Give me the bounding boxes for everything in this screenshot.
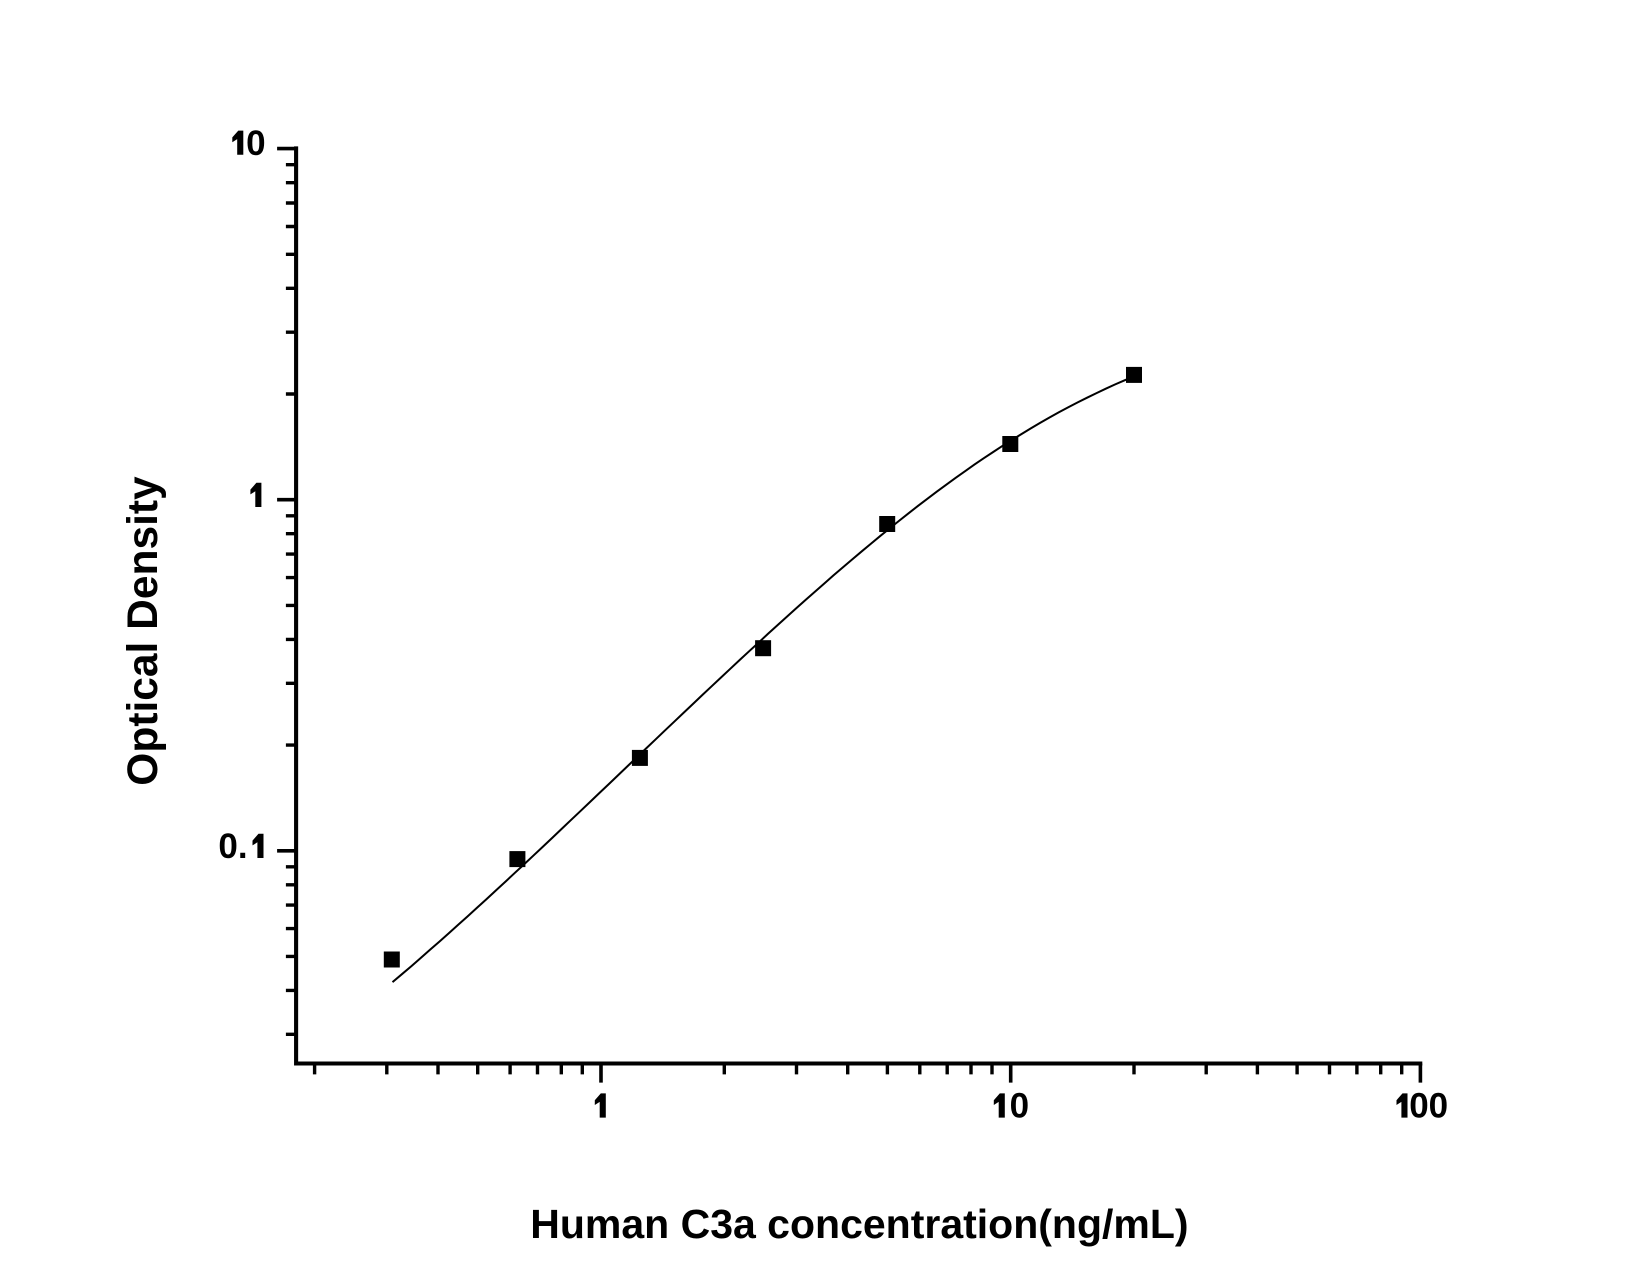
svg-text:0: 0 [1010, 1087, 1029, 1126]
svg-text:Human C3a concentration(ng/mL): Human C3a concentration(ng/mL) [530, 1201, 1188, 1247]
svg-text:00: 00 [1409, 1087, 1448, 1126]
svg-text:0: 0 [246, 124, 265, 163]
svg-text:Optical Density: Optical Density [120, 476, 167, 786]
svg-text:0.: 0. [218, 827, 247, 866]
